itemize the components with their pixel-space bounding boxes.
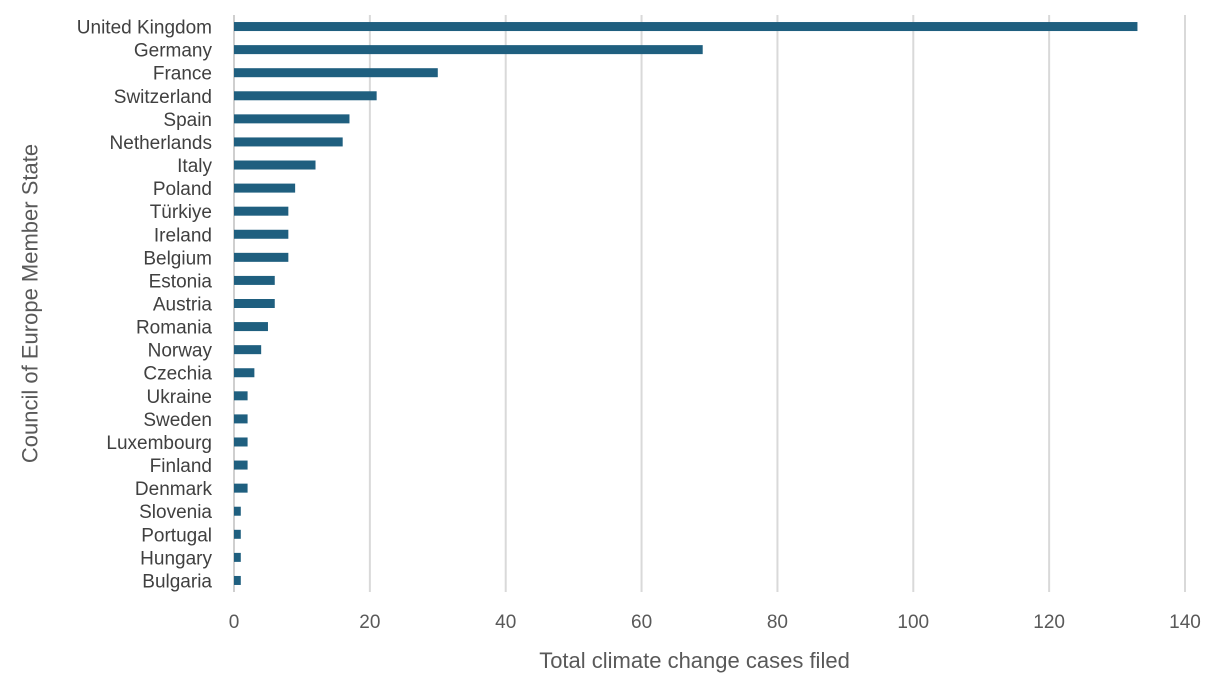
x-tick-label: 0 [229, 612, 240, 633]
category-label: United Kingdom [77, 18, 212, 39]
bar [234, 91, 377, 101]
bar [234, 460, 248, 470]
category-label: Spain [163, 110, 212, 131]
x-tick-labels: 0 20 40 60 80 100 120 140 [229, 612, 1201, 633]
gridlines [233, 15, 1186, 592]
x-tick-label: 20 [359, 612, 380, 633]
bar [234, 575, 241, 585]
bar [234, 368, 255, 378]
category-label: France [153, 64, 212, 85]
x-tick-label: 60 [631, 612, 652, 633]
bars [234, 22, 1138, 585]
bar [234, 137, 343, 147]
x-axis-title: Total climate change cases filed [539, 648, 850, 673]
bar [234, 391, 248, 401]
bar [234, 114, 350, 124]
category-label: Slovenia [139, 502, 212, 523]
category-label: Czechia [143, 364, 212, 385]
bar [234, 229, 289, 239]
category-label: Germany [134, 41, 213, 62]
bar [234, 322, 268, 332]
category-label: Switzerland [114, 87, 212, 108]
bar [234, 45, 703, 55]
category-label: Sweden [143, 410, 212, 431]
bar [234, 22, 1138, 32]
bar [234, 206, 289, 216]
y-axis-title: Council of Europe Member State [18, 144, 43, 463]
bar [234, 414, 248, 424]
category-label: Estonia [149, 271, 213, 292]
x-tick-label: 120 [1033, 612, 1065, 633]
bar [234, 299, 275, 308]
category-label: Bulgaria [142, 571, 212, 592]
bar [234, 252, 289, 262]
category-label: Austria [153, 295, 213, 316]
bar [234, 68, 438, 78]
category-label: Türkiye [150, 202, 212, 223]
bar [234, 529, 241, 539]
bar [234, 275, 275, 285]
x-tick-label: 80 [767, 612, 788, 633]
category-label: Italy [177, 156, 212, 177]
bar [234, 345, 262, 355]
category-label: Poland [153, 179, 212, 200]
category-label: Finland [150, 456, 212, 477]
bar [234, 506, 241, 516]
bar [234, 160, 316, 170]
category-label: Belgium [143, 248, 212, 269]
category-label: Norway [148, 341, 213, 362]
category-label: Ireland [154, 225, 212, 246]
bar [234, 483, 248, 493]
x-tick-label: 40 [495, 612, 516, 633]
x-tick-label: 140 [1169, 612, 1201, 633]
category-label: Denmark [135, 479, 213, 500]
category-label: Ukraine [147, 387, 212, 408]
bar [234, 437, 248, 447]
bar [234, 183, 296, 193]
category-label: Luxembourg [106, 433, 212, 454]
category-label: Romania [136, 318, 212, 339]
category-label: Portugal [141, 525, 212, 546]
category-labels: United KingdomGermanyFranceSwitzerlandSp… [77, 18, 213, 593]
category-label: Hungary [140, 548, 212, 569]
category-label: Netherlands [110, 133, 212, 154]
x-tick-label: 100 [897, 612, 929, 633]
bar [234, 552, 241, 562]
